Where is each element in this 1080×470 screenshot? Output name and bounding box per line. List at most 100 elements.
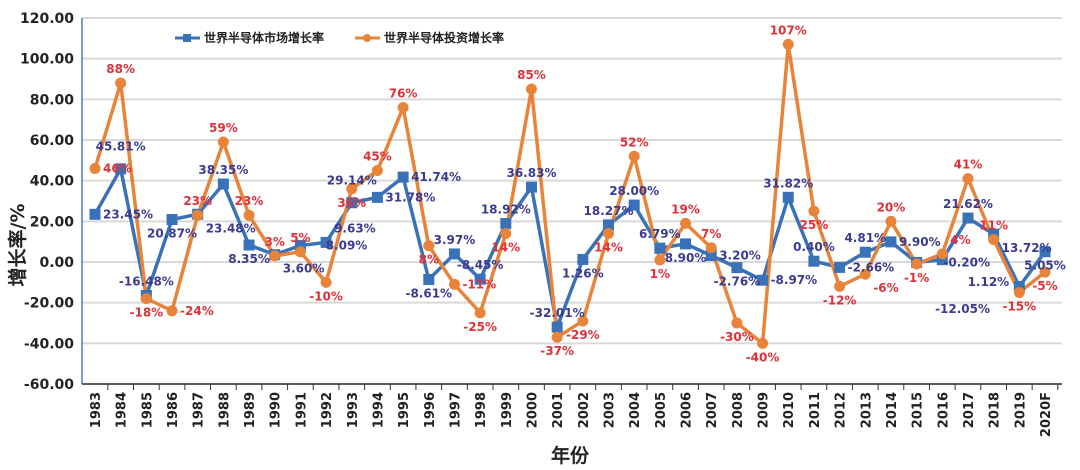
x-tick-label: 1983 bbox=[89, 392, 104, 428]
y-tick-label: 0.00 bbox=[39, 255, 74, 271]
x-tick-label: 1995 bbox=[397, 392, 412, 428]
legend-market-label: 世界半导体市场增长率 bbox=[204, 30, 324, 45]
x-tick-label: 2009 bbox=[757, 392, 772, 428]
investment-data-label: 85% bbox=[517, 68, 546, 82]
x-tick-label: 2008 bbox=[731, 392, 746, 428]
x-tick-label: 1990 bbox=[269, 392, 284, 428]
x-tick-label: 2012 bbox=[834, 392, 849, 428]
market-point bbox=[448, 248, 460, 260]
market-point bbox=[680, 238, 692, 250]
investment-point bbox=[397, 101, 409, 113]
y-tick-label: 40.00 bbox=[30, 174, 75, 190]
x-tick-label: 2015 bbox=[911, 392, 926, 428]
market-data-label: 21.62% bbox=[943, 197, 993, 211]
investment-data-label: -11% bbox=[462, 277, 496, 291]
gridlines bbox=[81, 17, 1062, 385]
investment-data-label: -29% bbox=[566, 328, 600, 342]
investment-data-label: 1% bbox=[650, 267, 670, 281]
x-tick-label: 2014 bbox=[885, 392, 900, 428]
investment-point bbox=[346, 183, 358, 195]
investment-point bbox=[782, 38, 794, 50]
y-tick-label: -40.00 bbox=[24, 336, 74, 352]
market-point bbox=[89, 208, 101, 220]
investment-data-label: 107% bbox=[770, 23, 807, 37]
investment-data-label: 4% bbox=[950, 233, 970, 247]
market-data-label: 41.74% bbox=[411, 170, 461, 184]
market-data-label: 1.26% bbox=[562, 266, 604, 280]
market-data-label: 45.81% bbox=[96, 139, 146, 153]
x-tick-label: 1992 bbox=[320, 392, 335, 428]
investment-data-label: -37% bbox=[540, 344, 574, 358]
investment-point bbox=[962, 173, 974, 185]
market-data-label: 28.00% bbox=[609, 184, 659, 198]
market-point bbox=[500, 218, 512, 230]
x-tick-label: 2011 bbox=[808, 392, 823, 428]
x-tick-label: 1999 bbox=[500, 392, 515, 428]
investment-point bbox=[603, 228, 615, 240]
x-tick-label: 1993 bbox=[346, 392, 361, 428]
investment-data-label: 41% bbox=[954, 158, 983, 172]
investment-data-label: 23% bbox=[183, 194, 212, 208]
market-point bbox=[577, 253, 589, 265]
market-data-label: -0.20% bbox=[943, 255, 990, 269]
market-data-label: -16.48% bbox=[119, 275, 174, 289]
investment-data-label: 3% bbox=[265, 235, 285, 249]
market-point bbox=[628, 199, 640, 211]
market-point bbox=[525, 181, 537, 193]
market-point bbox=[217, 178, 229, 190]
investment-point bbox=[628, 150, 640, 162]
investment-point bbox=[988, 234, 1000, 246]
market-data-label: -2.76% bbox=[714, 275, 761, 289]
market-point bbox=[988, 228, 1000, 240]
investment-point bbox=[859, 268, 871, 280]
market-data-label: -8.61% bbox=[405, 287, 452, 301]
x-tick-label: 1998 bbox=[474, 392, 489, 428]
investment-point bbox=[371, 165, 383, 176]
investment-point bbox=[269, 250, 281, 262]
investment-point bbox=[680, 217, 692, 229]
market-point bbox=[243, 239, 255, 251]
investment-data-label: -12% bbox=[823, 293, 857, 307]
investment-point bbox=[757, 337, 769, 349]
investment-point bbox=[654, 254, 666, 266]
market-point bbox=[551, 321, 563, 333]
market-data-label: -8.45% bbox=[457, 258, 504, 272]
investment-data-label: -10% bbox=[309, 289, 343, 303]
investment-data-label: 14% bbox=[491, 241, 520, 255]
y-axis-title: 增长率/% bbox=[6, 204, 29, 287]
y-tick-label: 100.00 bbox=[20, 52, 74, 68]
market-point bbox=[962, 212, 974, 224]
market-point bbox=[731, 262, 743, 274]
investment-point bbox=[1013, 287, 1025, 298]
investment-point bbox=[911, 258, 923, 270]
market-point bbox=[115, 163, 127, 175]
x-tick-label: 1984 bbox=[115, 392, 130, 428]
x-tick-label: 1987 bbox=[192, 392, 207, 428]
market-point bbox=[859, 246, 871, 258]
y-tick-label: -20.00 bbox=[24, 296, 74, 312]
investment-data-label: 23% bbox=[235, 194, 264, 208]
investment-data-label: -30% bbox=[720, 330, 754, 344]
x-tick-label: 1989 bbox=[243, 392, 258, 428]
market-data-label: 31.78% bbox=[385, 190, 435, 204]
series-group: 46% 23.45% 88% 45.81% -18% -16.48% -24% 20.87% 2… bbox=[89, 23, 1066, 364]
market-data-label: 3.20% bbox=[719, 248, 761, 262]
investment-point bbox=[448, 278, 460, 290]
market-point bbox=[808, 255, 820, 267]
investment-point bbox=[936, 248, 948, 260]
x-tick-label: 2019 bbox=[1013, 392, 1028, 428]
legend-investment-marker bbox=[363, 34, 371, 42]
market-data-label: 36.83% bbox=[506, 166, 556, 180]
investment-data-label: 19% bbox=[671, 202, 700, 216]
market-data-label: -2.66% bbox=[848, 260, 895, 274]
investment-point bbox=[166, 305, 178, 317]
market-point bbox=[603, 219, 615, 231]
investment-data-label: -18% bbox=[129, 306, 163, 320]
market-point bbox=[371, 191, 383, 203]
market-data-label: 8.09% bbox=[326, 239, 368, 253]
x-tick-label: 2000 bbox=[525, 392, 540, 428]
market-data-label: -32.01% bbox=[530, 306, 585, 320]
market-point bbox=[166, 214, 178, 226]
market-point bbox=[654, 242, 666, 254]
y-tick-label: -60.00 bbox=[24, 377, 74, 393]
